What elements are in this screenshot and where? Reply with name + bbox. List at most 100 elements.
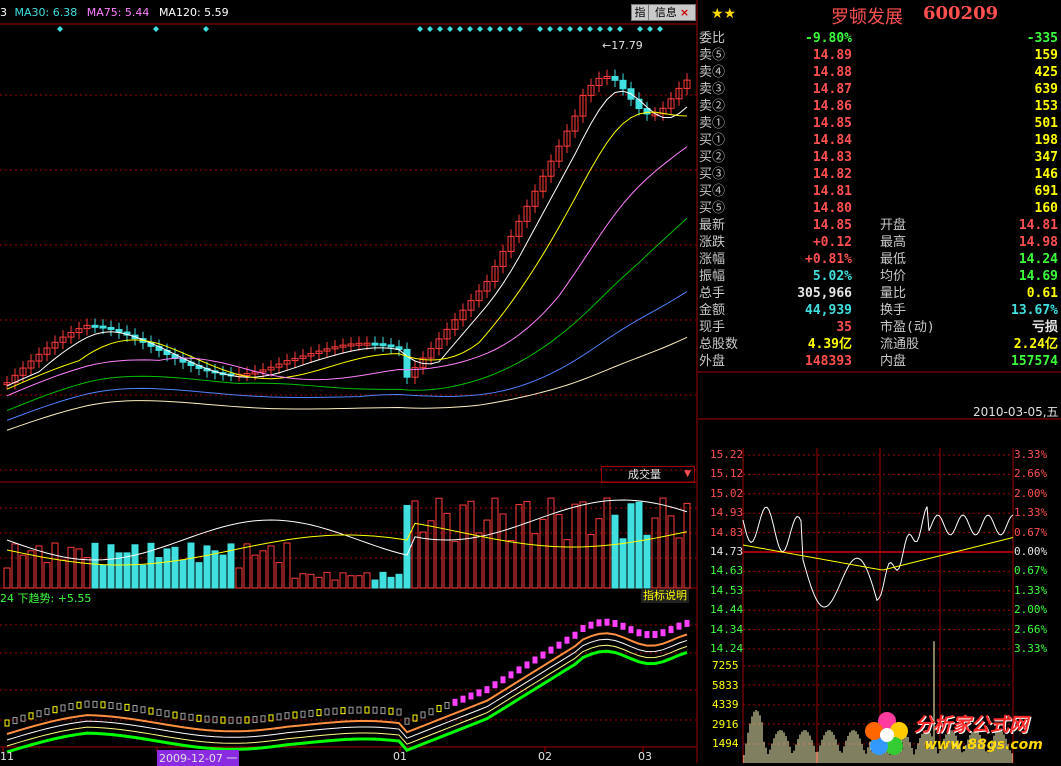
indicator-bar [484,686,490,694]
signal-diamond [467,26,473,32]
signal-diamond [647,26,653,32]
stat-label-2: 流通股 [880,337,920,352]
intraday-pct-label: 1.33% [1014,583,1048,597]
signal-diamond [547,26,553,32]
volume-bar [75,548,83,589]
row-label: 卖⑤ [699,48,726,63]
volume-bar [307,573,315,589]
candle-body [259,369,267,373]
stat-label: 涨幅 [699,252,726,267]
signal-diamond [577,26,583,32]
stat-label-2: 换手 [880,303,907,318]
indicator-bar [596,619,602,627]
candle-body [115,328,123,333]
close-icon[interactable]: × [679,6,690,19]
volume-bar [443,512,451,589]
intraday-price-label: 14.34 [710,622,744,636]
row-price: 14.87 [812,82,852,97]
indicator-bar [252,715,258,723]
indicator-bar [492,681,498,689]
watermark-title: 分析家公式网 [914,714,1029,736]
indicator-bar [108,701,114,709]
inner-label: 内盘 [880,354,907,369]
candle-body [675,87,683,100]
intraday-avg-line [742,537,1014,571]
volume-bar [235,567,243,589]
signal-diamond [57,26,63,32]
info-button[interactable]: 信息 × [648,4,696,21]
indicator-bar [532,656,538,664]
intraday-date: 2010-03-05,五 [973,405,1059,419]
indicator-bar [388,707,394,715]
indicator-bar [620,622,626,630]
candle-body [443,328,451,340]
moving-average-line [6,291,688,421]
volume-bar [363,572,371,589]
volume-bar [251,554,259,589]
zhi-button[interactable]: 指 [631,4,649,21]
volume-bar [131,544,139,589]
bid-row: 买③ 14.82 146 [699,166,1060,183]
indicator-bar [340,707,346,715]
candle-body [371,342,379,346]
indicator-bar [36,710,42,718]
candle-body [83,324,91,330]
volume-bar [331,579,339,589]
candle-body [315,350,323,355]
stat-value: 4.39亿 [807,337,852,352]
indicator-bar [60,704,66,712]
candle-body [411,367,419,378]
row-price: 14.84 [812,133,852,148]
candle-body [275,363,283,368]
candle-body [267,366,275,371]
row-volume: 501 [1034,116,1058,131]
indicator-bar [140,706,146,714]
indicator-bar [204,715,210,723]
volume-ma-line [6,522,688,566]
stat-value: +0.12 [812,235,852,250]
volume-bar [563,539,571,589]
volume-bar [115,552,123,589]
indicator-help-button[interactable]: 指标说明 [641,589,689,603]
candle-body [355,342,363,346]
row-price: 14.80 [812,201,852,216]
volume-bar [11,543,19,589]
volume-ma-line [6,499,688,561]
candle-body [659,107,667,115]
volume-bar [467,500,475,589]
indicator-bar [548,646,554,654]
indicator-bar [276,713,282,721]
candle-body [91,324,99,328]
volume-selector[interactable]: 成交量 ▼ [601,466,695,483]
volume-bar [371,579,379,589]
candle-body [483,280,491,292]
stat-value-2: 14.81 [1018,218,1058,233]
intraday-pct-label: 2.00% [1014,603,1048,617]
volume-bar [267,545,275,589]
moving-average-line [6,217,688,412]
x-label-01: 01 [393,750,407,763]
signal-diamond [587,26,593,32]
volume-bar [459,504,467,589]
intraday-pct-label: 0.00% [1014,545,1048,558]
indicator-bar [300,710,306,718]
volume-bar [99,564,107,589]
indicator-bar [364,706,370,714]
intraday-price-label: 14.44 [710,603,744,617]
signal-diamond [437,26,443,32]
indicator-bar [132,704,138,712]
ask-row: 卖⑤ 14.89 159 [699,47,1060,64]
row-volume: 146 [1034,167,1058,182]
signal-diamond [537,26,543,32]
volume-bar [35,545,43,589]
volume-bar [275,562,283,589]
row-volume: 425 [1034,65,1058,80]
volume-bar [51,542,59,589]
stat-label: 涨跌 [699,235,726,250]
high-marker: ←17.79 [602,39,643,52]
indicator-bar [156,708,162,716]
candle-body [635,98,643,110]
candle-body [499,250,507,267]
outer-label: 外盘 [699,354,726,369]
candle-body [107,326,115,330]
